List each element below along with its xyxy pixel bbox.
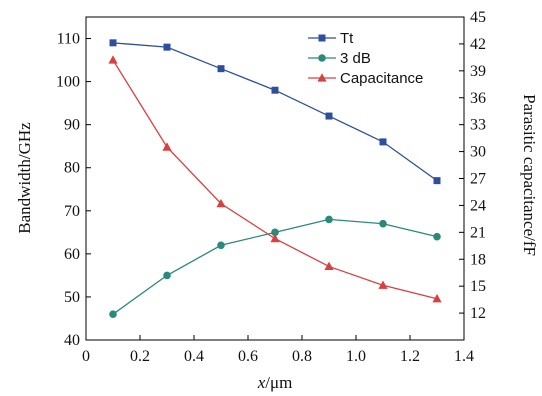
data-point-capacitance [324,261,334,271]
left-y-tick-label: 50 [64,289,80,306]
x-tick-label: 1.4 [454,348,474,365]
left-y-tick-label: 90 [64,117,80,134]
left-y-tick-label: 40 [64,332,80,349]
x-tick-label: 1.0 [346,348,366,365]
data-point-3-db [163,271,171,280]
left-y-tick-label: 70 [64,203,80,220]
series-line-capacitance [112,59,438,300]
right-y-tick-label: 21 [470,224,486,241]
data-point-capacitance [162,142,172,151]
data-point-3-db [325,215,333,224]
right-y-tick-label: 24 [470,197,486,214]
left-y-axis-ticks: 40 50 60 70 80 90 100 110 [56,31,91,349]
legend: Tt 3 dB Capacitance [308,30,423,87]
data-point-tt [433,177,441,185]
right-y-tick-label: 39 [470,63,486,80]
data-point-3-db [379,219,387,228]
data-point-3-db [433,232,441,241]
data-point-capacitance [432,293,442,303]
right-y-axis-title: Parasitic capacitance/fF [520,94,539,256]
right-y-tick-label: 15 [470,278,486,295]
left-y-tick-label: 100 [56,74,80,91]
x-tick-label: 0.2 [130,348,150,365]
legend-item-tt: Tt [308,30,354,47]
data-point-3-db [217,241,225,250]
x-tick-label: 1.2 [400,348,420,365]
data-point-3-db [109,310,117,318]
data-point-tt [163,43,171,51]
legend-label: 3 dB [340,50,371,67]
legend-marker [318,54,326,62]
right-y-tick-label: 18 [470,251,486,268]
right-y-tick-label: 36 [470,90,486,107]
legend-item-capacitance: Capacitance [308,70,423,87]
right-y-tick-label: 27 [470,171,486,188]
x-axis-ticks: 0 0.2 0.4 0.6 0.8 1.0 1.2 1.4 [82,335,474,365]
series-line-tt [112,42,438,182]
legend-marker [317,73,327,82]
x-axis-title: x/μm [257,373,293,392]
right-y-tick-label: 12 [470,305,486,322]
right-y-tick-label: 42 [470,36,486,53]
legend-marker [318,34,326,42]
legend-item-3-db: 3 dB [308,50,371,67]
right-y-tick-label: 33 [470,117,486,134]
series-layer [108,39,442,318]
data-point-tt [271,86,279,94]
data-point-tt [379,138,387,146]
data-point-3-db [271,228,279,237]
data-point-tt [109,39,117,47]
x-tick-label: 0.8 [292,348,312,365]
data-point-tt [217,65,225,73]
x-tick-label: 0.6 [238,348,258,365]
series-tt [109,39,441,185]
left-y-tick-label: 110 [57,31,80,48]
left-y-tick-label: 60 [64,246,80,263]
data-point-capacitance [216,198,226,208]
data-point-capacitance [378,280,388,289]
left-y-tick-label: 80 [64,160,80,177]
right-y-tick-label: 30 [470,144,486,161]
data-point-capacitance [108,55,118,64]
series-3-db [109,215,441,318]
x-tick-label: 0.4 [184,348,204,365]
data-point-tt [325,112,333,120]
right-y-tick-label: 45 [470,9,486,26]
legend-label: Capacitance [340,70,423,87]
legend-label: Tt [340,30,354,47]
left-y-axis-title: Bandwidth/GHz [15,122,34,234]
right-y-axis-ticks: 12 15 18 21 24 27 30 33 36 39 42 45 [459,9,486,322]
x-tick-label: 0 [82,348,90,365]
data-point-capacitance [270,233,280,243]
series-capacitance [108,55,442,303]
